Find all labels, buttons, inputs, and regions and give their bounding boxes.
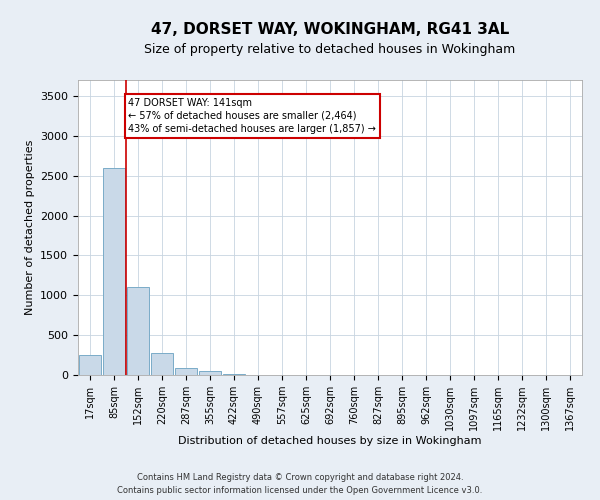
X-axis label: Distribution of detached houses by size in Wokingham: Distribution of detached houses by size … [178,436,482,446]
Bar [127,288,149,375]
Bar [103,168,125,375]
Text: Contains HM Land Registry data © Crown copyright and database right 2024.: Contains HM Land Registry data © Crown c… [137,472,463,482]
Text: Size of property relative to detached houses in Wokingham: Size of property relative to detached ho… [145,42,515,56]
Bar [175,368,197,375]
Bar [199,372,221,375]
Bar [151,354,173,375]
Text: Contains public sector information licensed under the Open Government Licence v3: Contains public sector information licen… [118,486,482,495]
Y-axis label: Number of detached properties: Number of detached properties [25,140,35,315]
Text: 47 DORSET WAY: 141sqm
← 57% of detached houses are smaller (2,464)
43% of semi-d: 47 DORSET WAY: 141sqm ← 57% of detached … [128,98,376,134]
Bar [79,355,101,375]
Bar [223,374,245,375]
Text: 47, DORSET WAY, WOKINGHAM, RG41 3AL: 47, DORSET WAY, WOKINGHAM, RG41 3AL [151,22,509,38]
